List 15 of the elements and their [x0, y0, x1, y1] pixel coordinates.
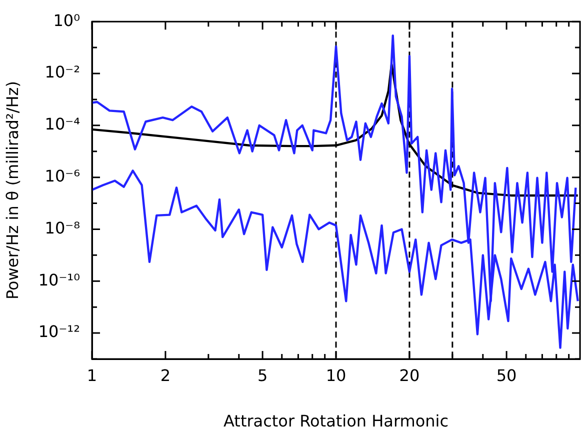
y-tick-label: 10⁻⁶ [44, 166, 80, 186]
y-tick-label: 10⁻¹⁰ [38, 270, 80, 290]
y-tick-label: 10⁻⁸ [44, 218, 80, 238]
x-tick-label: 10 [326, 366, 346, 385]
x-tick-label: 1 [86, 366, 98, 385]
x-tick-label: 50 [496, 366, 517, 385]
y-tick-label: 10⁻¹² [38, 322, 80, 342]
x-axis-title: Attractor Rotation Harmonic [223, 412, 449, 431]
y-tick-label: 10⁻⁴ [44, 114, 80, 134]
x-tick-label: 5 [257, 366, 268, 385]
y-tick-label: 10⁻² [44, 62, 80, 82]
y-tick-label: 10⁰ [53, 10, 80, 30]
x-tick-label: 20 [399, 366, 420, 385]
x-tick-label: 2 [160, 366, 171, 385]
y-axis-title: Power/Hz in θ (millirad²/Hz) [2, 81, 22, 300]
